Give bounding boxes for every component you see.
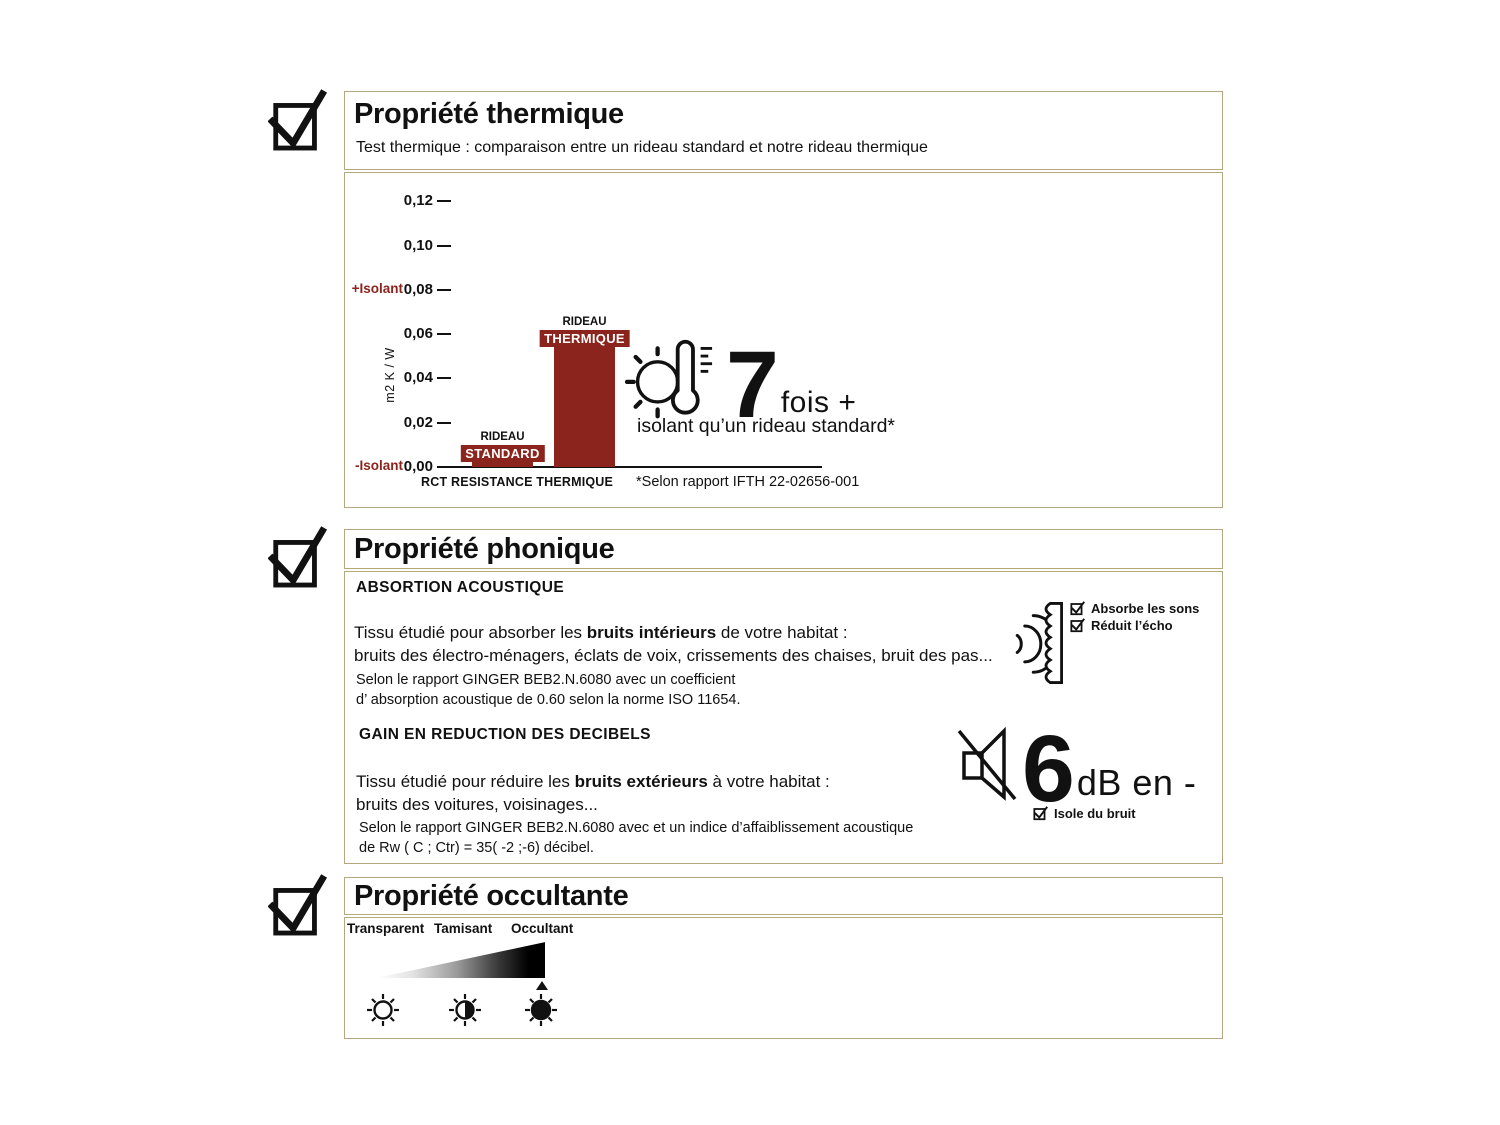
scale-label-occultant: Occultant [511, 921, 574, 936]
reduction-note-line2: de Rw ( C ; Ctr) = 35( -2 ;-6) décibel. [359, 840, 594, 856]
y-tick-label: 0,08 [403, 280, 433, 298]
sun-thermometer-icon [624, 339, 713, 419]
bar-top-label: RIDEAU [562, 315, 607, 328]
phonic-header-box: Propriété phonique [344, 529, 1223, 569]
absorption-check-1-label: Absorbe les sons [1091, 600, 1200, 616]
reduction-check: Isole du bruit [1033, 805, 1136, 821]
absorption-intro-prefix: Tissu étudié pour absorber les [354, 623, 587, 642]
absorption-check-2-label: Réduit l’écho [1091, 617, 1173, 633]
y-tick-mark [437, 377, 451, 380]
phonic-title: Propriété phonique [354, 533, 615, 565]
reduction-big-unit: dB en - [1076, 762, 1197, 803]
reduction-heading: GAIN EN REDUCTION DES DECIBELS [359, 726, 651, 743]
bar-chip-label: THERMIQUE [539, 329, 630, 347]
checked-checkbox-icon [1070, 618, 1086, 633]
reduction-intro-prefix: Tissu étudié pour réduire les [356, 772, 575, 791]
y-tick-label: 0,10 [403, 236, 433, 254]
thermal-big-unit: fois + [780, 386, 857, 419]
occulting-header-box: Propriété occultante [344, 877, 1223, 915]
sound-waves-fabric-icon [1015, 601, 1063, 685]
occulting-title: Propriété occultante [354, 880, 629, 912]
y-tick-mark [437, 288, 451, 291]
reduction-intro-line2: bruits des voitures, voisinages... [356, 795, 598, 814]
muted-speaker-icon [958, 726, 1017, 801]
reduction-intro-suffix: à votre habitat : [707, 772, 830, 791]
y-tick-mark [437, 200, 451, 203]
checked-checkbox-icon [268, 874, 328, 936]
checked-checkbox-icon [1070, 601, 1086, 616]
y-tick-label: 0,00 [403, 458, 433, 475]
reduction-big-number: 6 [1022, 715, 1075, 822]
y-tick-mark [437, 466, 451, 468]
y-tick-label: 0,12 [403, 192, 433, 210]
checked-checkbox-icon [268, 526, 328, 588]
chart-x-axis-line [444, 466, 822, 468]
absorption-intro: Tissu étudié pour absorber les bruits in… [354, 621, 1034, 667]
absorption-intro-line2: bruits des électro-ménagers, éclats de v… [354, 646, 993, 665]
chart-x-axis-title: RCT RESISTANCE THERMIQUE [421, 475, 614, 489]
thermal-header-box: Propriété thermique Test thermique : com… [344, 91, 1223, 170]
reduction-check-label: Isole du bruit [1054, 805, 1136, 821]
axis-annotation: -Isolant [354, 458, 403, 473]
up-triangle-marker [536, 981, 548, 990]
y-tick-label: 0,06 [403, 325, 433, 343]
thermal-title: Propriété thermique [354, 98, 624, 130]
chart-footnote: *Selon rapport IFTH 22-02656-001 [636, 474, 860, 490]
sun-filled-icon [525, 994, 557, 1026]
y-tick-mark [437, 333, 451, 336]
bar-thermique [554, 329, 615, 467]
reduction-note-line1: Selon le rapport GINGER BEB2.N.6080 avec… [359, 820, 914, 836]
checked-checkbox-icon [1033, 806, 1049, 821]
y-tick-label: 0,02 [403, 413, 433, 431]
y-tick-mark [437, 421, 451, 424]
absorption-note-line1: Selon le rapport GINGER BEB2.N.6080 avec… [356, 672, 736, 688]
absorption-intro-suffix: de votre habitat : [716, 623, 848, 642]
occulting-body-box [344, 917, 1223, 1039]
bar-chip-label: STANDARD [460, 444, 545, 462]
absorption-intro-bold: bruits intérieurs [586, 623, 717, 642]
reduction-note: Selon le rapport GINGER BEB2.N.6080 avec… [359, 818, 913, 858]
scale-label-tamisant: Tamisant [434, 921, 493, 936]
reduction-highlight: 6 dB en - [958, 715, 1197, 822]
thermal-big-number: 7 [726, 331, 779, 438]
phonic-body-box [344, 571, 1223, 864]
reduction-intro: Tissu étudié pour réduire les bruits ext… [356, 770, 1036, 816]
axis-annotation: +Isolant [351, 280, 403, 296]
thermal-highlight-caption: isolant qu’un rideau standard* [637, 415, 896, 437]
thermal-highlight: 7 fois + [622, 331, 857, 438]
scale-label-transparent: Transparent [347, 921, 425, 936]
thermal-subtitle: Test thermique : comparaison entre un ri… [356, 139, 928, 156]
y-tick-label: 0,04 [403, 369, 433, 387]
thermal-bar-chart: m2 K / W RCT RESISTANCE THERMIQUE *Selon… [344, 172, 1223, 508]
sun-outline-icon [367, 994, 399, 1026]
absorption-check-1: Absorbe les sons [1070, 600, 1199, 616]
absorption-note-line2: d’ absorption acoustique de 0.60 selon l… [356, 692, 741, 708]
sun-half-filled-icon [449, 994, 481, 1026]
absorption-note: Selon le rapport GINGER BEB2.N.6080 avec… [356, 670, 741, 710]
bar-top-label: RIDEAU [480, 430, 525, 443]
reduction-intro-bold: bruits extérieurs [574, 772, 708, 791]
absorption-check-2: Réduit l’écho [1070, 617, 1173, 633]
y-tick-mark [437, 244, 451, 247]
checked-checkbox-icon [268, 89, 328, 151]
absorption-heading: ABSORTION ACOUSTIQUE [356, 579, 565, 596]
